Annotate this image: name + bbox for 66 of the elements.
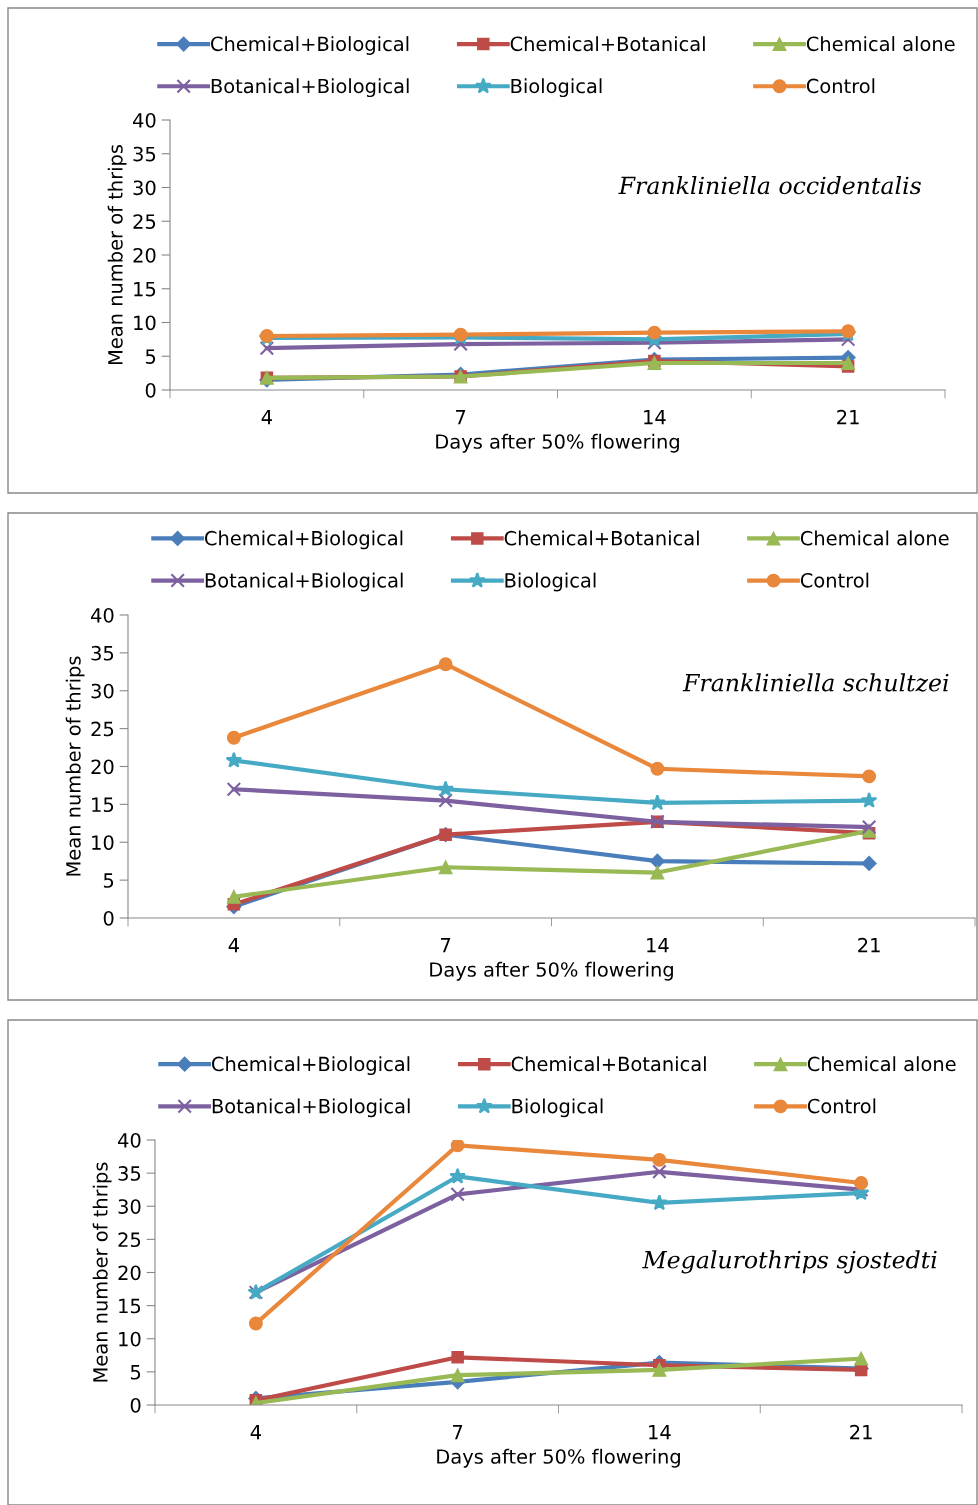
- y-tick-label: 35: [133, 146, 156, 162]
- legend-label: Control: [806, 78, 875, 94]
- y-tick-label: 20: [118, 1265, 141, 1281]
- legend-label: Botanical+Biological: [211, 78, 409, 98]
- legend-label: Botanical+Biological: [205, 572, 403, 592]
- x-axis-title: Days after 50% flowering: [436, 433, 679, 453]
- y-tick-label: 15: [92, 797, 114, 813]
- x-tick-label: 21: [850, 1424, 872, 1440]
- y-tick-label: 0: [103, 910, 114, 926]
- y-tick-label: 30: [133, 180, 156, 196]
- x-tick-label: 4: [261, 410, 272, 425]
- x-tick-label: 4: [250, 1425, 261, 1440]
- legend-label: Chemical+Biological: [204, 530, 403, 550]
- legend-label: Chemical+Botanical: [510, 36, 705, 52]
- y-tick-label: 0: [145, 382, 156, 398]
- y-tick-label: 35: [91, 645, 114, 661]
- x-tick-label: 14: [647, 938, 669, 953]
- legend-label: Chemical+Biological: [210, 36, 409, 55]
- y-tick-label: 10: [134, 315, 156, 331]
- legend-label: Control: [807, 1098, 876, 1114]
- y-tick-label: 30: [118, 1199, 141, 1214]
- x-tick-label: 21: [837, 409, 859, 425]
- y-tick-label: 35: [118, 1166, 141, 1181]
- y-tick-label: 5: [145, 349, 156, 364]
- legend-label: Chemical alone: [800, 530, 949, 546]
- legend-label: Chemical+Botanical: [504, 530, 699, 546]
- y-tick-label: 10: [119, 1331, 141, 1347]
- y-tick-label: 20: [91, 759, 114, 775]
- y-axis-title: Mean number of thrips: [107, 144, 127, 365]
- legend-label: Chemical+Botanical: [511, 1056, 706, 1072]
- y-tick-label: 20: [133, 247, 156, 263]
- x-axis-title: Days after 50% flowering: [437, 1448, 680, 1468]
- x-tick-label: 7: [453, 1425, 463, 1440]
- annotation: Megalurothrips sjostedti: [642, 1250, 937, 1274]
- y-tick-label: 25: [118, 1232, 141, 1248]
- x-axis-title: Days after 50% flowering: [430, 961, 673, 981]
- x-tick-label: 21: [858, 937, 880, 953]
- y-tick-label: 25: [133, 214, 156, 229]
- y-tick-label: 40: [133, 112, 156, 128]
- annotation: Frankliniella occidentalis: [618, 176, 921, 195]
- y-axis-title: Mean number of thrips: [92, 1162, 112, 1382]
- legend-label: Control: [800, 572, 869, 588]
- y-tick-label: 15: [119, 1298, 141, 1314]
- y-tick-label: 40: [118, 1132, 141, 1148]
- y-tick-label: 5: [103, 873, 114, 888]
- y-tick-label: 25: [91, 721, 114, 737]
- x-tick-label: 14: [649, 1425, 671, 1440]
- y-tick-label: 40: [91, 607, 114, 623]
- legend-label: Chemical+Biological: [211, 1056, 410, 1076]
- y-tick-label: 0: [130, 1397, 141, 1413]
- legend-label: Botanical+Biological: [212, 1098, 410, 1118]
- x-tick-label: 7: [441, 938, 451, 953]
- y-tick-label: 10: [92, 835, 114, 850]
- legend-label: Biological: [505, 572, 596, 592]
- legend-label: Chemical alone: [807, 1056, 956, 1072]
- x-tick-label: 4: [228, 938, 239, 953]
- y-tick-label: 30: [91, 683, 114, 699]
- y-tick-label: 5: [130, 1365, 141, 1380]
- legend-label: Biological: [512, 1098, 603, 1118]
- x-tick-label: 14: [644, 410, 666, 425]
- legend-label: Chemical alone: [806, 36, 955, 52]
- y-tick-label: 15: [134, 281, 156, 297]
- annotation: Frankliniella schultzei: [682, 673, 949, 692]
- legend-label: Biological: [511, 78, 602, 98]
- x-tick-label: 7: [456, 410, 466, 425]
- y-axis-title: Mean number of thrips: [65, 656, 85, 876]
